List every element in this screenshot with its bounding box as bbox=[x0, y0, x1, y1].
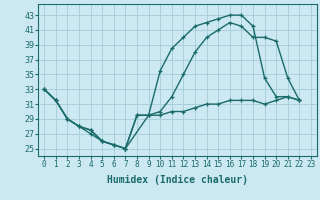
X-axis label: Humidex (Indice chaleur): Humidex (Indice chaleur) bbox=[107, 175, 248, 185]
